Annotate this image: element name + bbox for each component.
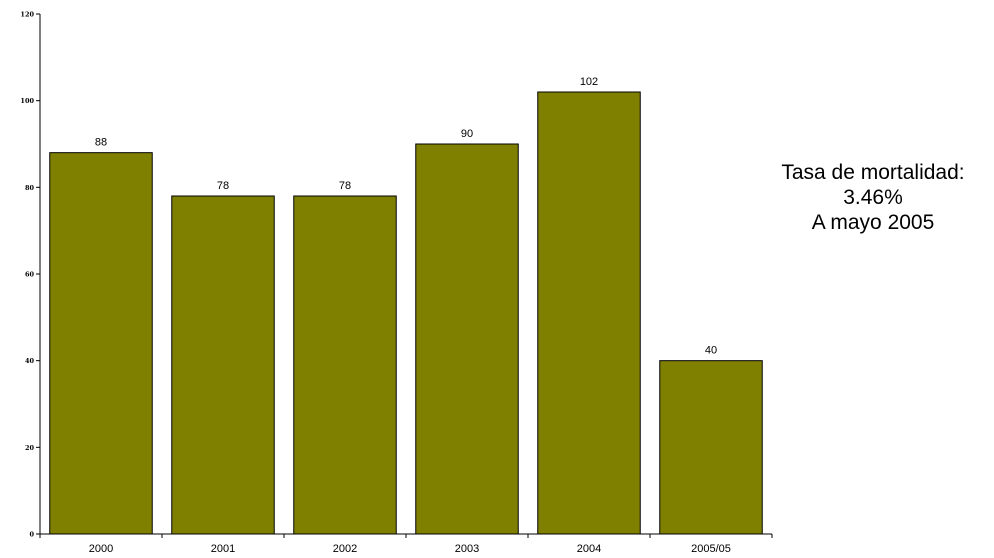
annotation-line-1: Tasa de mortalidad: [781,161,965,184]
bar-2001 [171,195,275,535]
category-label: 2001 [211,543,235,555]
category-labels-group: 2000 2001 2002 2003 2004 2005/05 [89,543,731,555]
category-label: 2005/05 [691,543,731,555]
mortality-annotation: Tasa de mortalidad: 3.46% A mayo 2005 [728,160,994,235]
y-tick-label: 100 [20,97,34,105]
bar-2002 [293,195,397,535]
x-axis-ticks [39,534,773,538]
y-tick-label: 40 [25,357,35,365]
data-label: 78 [339,180,351,192]
y-tick-label: 0 [29,531,34,539]
data-label: 40 [705,345,717,357]
bar-2004 [537,91,641,535]
data-label: 78 [217,180,229,192]
y-tick-label: 20 [25,444,35,452]
y-tick-label: 120 [20,11,34,19]
bar-2000 [49,152,153,535]
category-label: 2004 [577,543,601,555]
data-label: 88 [95,137,107,149]
bar-2003 [415,143,519,535]
y-tick-label: 60 [25,271,35,279]
category-label: 2000 [89,543,113,555]
annotation-line-3: A mayo 2005 [811,211,935,234]
category-label: 2002 [333,543,357,555]
bar-2005-05 [659,360,763,535]
y-axis-ticks: 0 20 40 60 80 100 120 [20,11,40,539]
category-label: 2003 [455,543,479,555]
data-label: 102 [580,76,598,88]
data-label: 90 [461,128,473,140]
y-tick-label: 80 [25,184,35,192]
data-labels-group: 88 78 78 90 102 40 [95,76,717,357]
annotation-line-2: 3.46% [843,186,903,209]
bars-group [49,91,763,535]
